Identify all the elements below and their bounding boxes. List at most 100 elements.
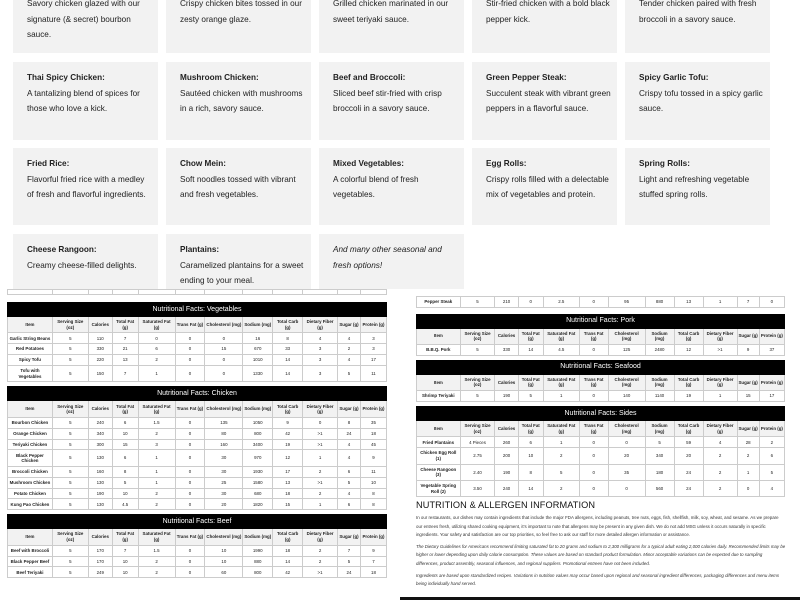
value-cell: 1820 xyxy=(242,498,274,511)
column-header: Saturated Fat (g) xyxy=(137,528,176,546)
menu-card-description: Creamy cheese-filled delights. xyxy=(27,260,137,270)
table-header-row: Item Serving Size (oz) Calories Total Fat (… xyxy=(7,400,388,418)
menu-card: Mushroom Chicken: Sautéed chicken with mu… xyxy=(166,62,311,140)
value-cell: 8 xyxy=(359,487,388,500)
column-header: Serving Size (oz) xyxy=(459,419,496,438)
value-cell: 6 xyxy=(337,498,361,511)
column-header: Trans Fat (g) xyxy=(578,373,609,392)
value-cell: 21 xyxy=(111,343,139,356)
column-header: Cholesterol (mg) xyxy=(607,373,646,392)
info-heading: NUTRITION & ALLERGEN INFORMATION xyxy=(416,500,596,510)
value-cell: 9 xyxy=(272,416,304,429)
table-row: Potato Chicken 5 190 10 2 0 30 680 18 2 4 8 xyxy=(7,487,388,500)
table-header-row: Item Serving Size (oz) Calories Total Fat (… xyxy=(7,528,388,546)
value-cell: 130 xyxy=(87,498,113,511)
value-cell: 1990 xyxy=(242,544,274,557)
value-cell: 5 xyxy=(51,476,89,489)
value-cell: 4 xyxy=(337,487,361,500)
nutrition-table-chicken: Nutritional Facts: Chicken Item Serving Si… xyxy=(7,386,388,511)
value-cell: 30 xyxy=(204,487,244,500)
column-header: Calories xyxy=(494,373,519,392)
value-cell: 2.5 xyxy=(542,296,580,308)
value-cell: 14 xyxy=(272,555,304,568)
value-cell: 2 xyxy=(137,555,176,568)
allergen-paragraph: In our restaurants, our dishes may conta… xyxy=(416,515,779,538)
value-cell: 5 xyxy=(51,566,89,579)
table-header-row: Item Serving Size (oz) Calories Total Fat (… xyxy=(416,419,786,438)
value-cell xyxy=(359,289,388,295)
column-header: Calories xyxy=(494,327,519,345)
column-header: Trans Fat (g) xyxy=(174,315,206,334)
value-cell: 2 xyxy=(137,427,176,440)
column-header: Total Carb (g) xyxy=(272,400,304,418)
column-header: Total Fat (g) xyxy=(517,419,544,438)
column-header: Protein (g) xyxy=(359,315,388,334)
column-header: Total Carb (g) xyxy=(272,528,304,546)
table-row: Black Pepper Beef 5 170 10 2 0 10 880 14 2 5 7 xyxy=(7,555,388,568)
menu-card-title: Green Pepper Steak: xyxy=(486,73,567,82)
value-cell: 14 xyxy=(517,479,544,498)
value-cell: 0 xyxy=(758,296,786,308)
value-cell: 95 xyxy=(607,296,646,308)
value-cell: 19 xyxy=(673,390,704,402)
table-row: Orange Chicken 5 340 10 2 0 80 800 42 >1 24 18 xyxy=(7,427,388,440)
value-cell: 19 xyxy=(272,438,304,451)
value-cell: 0 xyxy=(174,476,206,489)
value-cell: 18 xyxy=(359,566,388,579)
value-cell: 4 xyxy=(758,479,786,498)
value-cell: 59 xyxy=(673,436,704,449)
table-row: Beef Teriyaki 5 249 10 2 0 60 800 42 >1 24 18 xyxy=(7,566,388,579)
value-cell: 18 xyxy=(359,427,388,440)
menu-card-description: Flavorful fried rice with a medley of fr… xyxy=(27,174,146,200)
value-cell: 0 xyxy=(174,566,206,579)
table-row: Bourbon Chicken 5 240 6 1.5 0 135 1050 9 0 8 35 xyxy=(7,416,388,429)
item-name-cell: Mushroom Chicken xyxy=(7,476,53,489)
value-cell: 5 xyxy=(758,463,786,482)
value-cell: 4.5 xyxy=(542,343,580,356)
value-cell: 11 xyxy=(359,364,388,383)
menu-card-description: Soft noodles tossed with vibrant and fre… xyxy=(180,174,296,200)
item-name-cell: Cheese Rangoon (3) xyxy=(416,463,461,482)
value-cell xyxy=(242,289,274,295)
column-header: Dietary Fiber (g) xyxy=(702,327,738,345)
table-row: Red Potatoes 5 330 21 6 0 15 670 33 3 2 3 xyxy=(7,343,388,356)
menu-card-title: Thai Spicy Chicken: xyxy=(27,73,105,82)
value-cell: 2 xyxy=(337,343,361,356)
value-cell: 0 xyxy=(204,332,244,345)
table-row: Black Pepper Chicken 5 130 6 1 0 30 970 12 1 4 9 xyxy=(7,449,388,467)
value-cell: 1 xyxy=(542,390,580,402)
table-row: Kung Pao Chicken 5 130 4.5 2 0 20 1820 15 1 6 8 xyxy=(7,498,388,511)
menu-card-description: Sautéed chicken with mushrooms in a rich… xyxy=(180,88,303,114)
value-cell: 0 xyxy=(174,343,206,356)
value-cell: 10 xyxy=(111,566,139,579)
value-cell: 24 xyxy=(337,566,361,579)
value-cell: 1 xyxy=(137,476,176,489)
value-cell: 249 xyxy=(87,566,113,579)
value-cell: 6 xyxy=(111,449,139,467)
value-cell: >1 xyxy=(302,476,339,489)
value-cell: 0 xyxy=(302,416,339,429)
value-cell: 3.50 xyxy=(459,479,496,498)
value-cell: 8 xyxy=(517,463,544,482)
value-cell: 7 xyxy=(359,555,388,568)
column-header: Saturated Fat (g) xyxy=(137,400,176,418)
column-header: Item xyxy=(7,315,53,334)
item-name-cell: Bourbon Chicken xyxy=(7,416,53,429)
ingredients-paragraph: Ingredients are based upon standardized … xyxy=(416,572,780,587)
menu-card-description: Sliced beef stir-fried with crisp brocco… xyxy=(333,88,442,114)
value-cell: 130 xyxy=(87,449,113,467)
value-cell: 5 xyxy=(337,476,361,489)
menu-card-description: Light and refreshing vegetable stuffed s… xyxy=(639,174,750,200)
value-cell: 1010 xyxy=(242,354,274,366)
value-cell: 15 xyxy=(736,390,760,402)
column-header: Calories xyxy=(87,400,113,418)
value-cell: 2480 xyxy=(644,343,675,356)
value-cell: 0 xyxy=(174,427,206,440)
menu-card-title: Spicy Garlic Tofu: xyxy=(639,73,709,82)
value-cell: 4 xyxy=(302,332,339,345)
column-header: Total Fat (g) xyxy=(517,327,544,345)
value-cell: 5 xyxy=(459,390,496,402)
column-header: Item xyxy=(416,373,461,392)
value-cell: 1.5 xyxy=(137,544,176,557)
item-name-cell: Beef Teriyaki xyxy=(7,566,53,579)
